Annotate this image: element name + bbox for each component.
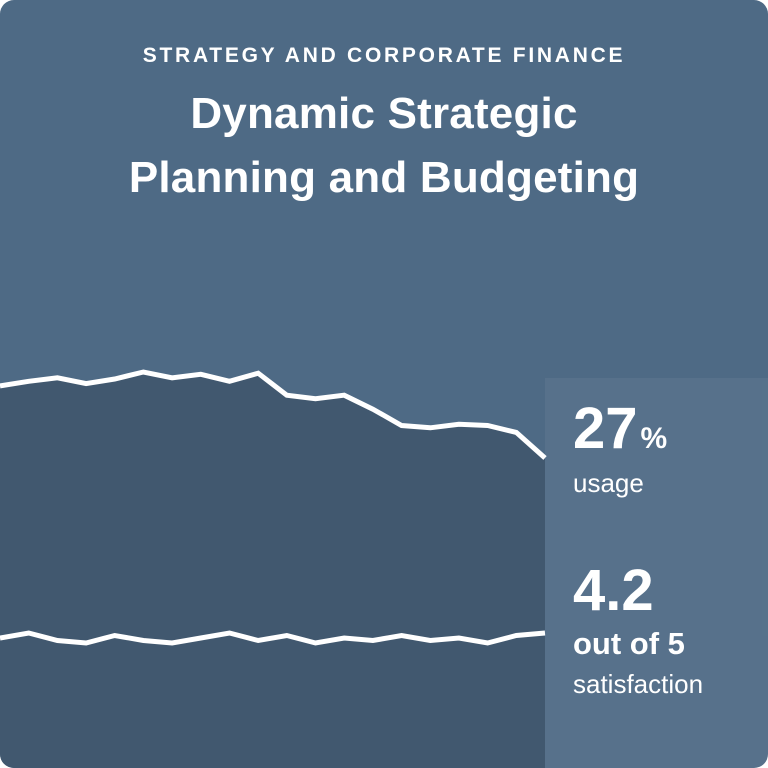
usage-stat: 27 % usage [573, 400, 667, 498]
page-title: Dynamic Strategic Planning and Budgeting [0, 82, 768, 210]
usage-label: usage [573, 468, 644, 498]
satisfaction-label: satisfaction [573, 669, 704, 699]
satisfaction-value: 4.2 [573, 558, 654, 623]
satisfaction-trend-line [0, 630, 546, 646]
usage-value-row: 27 % [573, 400, 667, 458]
usage-area-fill [0, 372, 545, 768]
stats-panel-background [545, 378, 768, 768]
satisfaction-scale: out of 5 [573, 626, 685, 661]
satisfaction-stat: 4.2 out of 5 satisfaction [573, 558, 704, 699]
category-eyebrow: STRATEGY AND CORPORATE FINANCE [142, 44, 626, 67]
usage-value: 27 [573, 396, 638, 461]
header: STRATEGY AND CORPORATE FINANCE Dynamic S… [0, 0, 768, 210]
usage-trend-line [0, 369, 547, 460]
usage-unit: % [640, 422, 668, 455]
title-line-2: Planning and Budgeting [128, 152, 640, 202]
title-line-1: Dynamic Strategic [190, 89, 578, 138]
